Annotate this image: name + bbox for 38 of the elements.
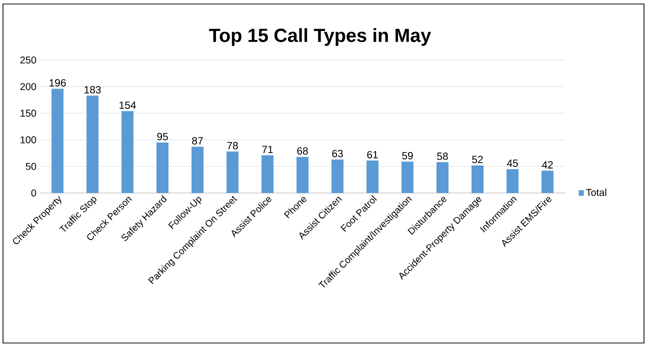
data-label: 87 [192, 137, 203, 145]
data-label: 61 [367, 150, 378, 158]
bar [86, 96, 99, 193]
bar [192, 146, 204, 193]
bar [332, 159, 344, 193]
data-label: 78 [227, 142, 238, 150]
bar [436, 162, 449, 193]
legend-label: Total [586, 188, 606, 196]
data-label: 196 [50, 79, 66, 87]
bar [542, 170, 554, 193]
bar [122, 111, 134, 193]
bar [156, 142, 169, 193]
bar [52, 88, 64, 193]
data-label: 154 [120, 102, 136, 109]
y-tick-label: 150 [20, 110, 36, 117]
bar [506, 169, 519, 193]
data-label: 58 [437, 152, 448, 160]
data-label: 59 [402, 152, 413, 160]
y-tick-label: 250 [20, 56, 36, 64]
y-tick-label: 0 [31, 189, 36, 197]
data-label: 95 [157, 132, 168, 140]
data-label: 183 [84, 86, 101, 94]
data-label: 42 [542, 161, 553, 168]
chart-title: Top 15 Call Types in May [209, 28, 432, 46]
bar [262, 155, 274, 193]
data-label: 52 [472, 156, 483, 164]
y-tick-label: 100 [20, 136, 36, 144]
data-label: 45 [506, 160, 518, 167]
data-label: 71 [262, 146, 273, 154]
bar [296, 156, 309, 193]
bar [472, 165, 484, 193]
y-tick-label: 50 [26, 162, 36, 170]
bar [226, 152, 239, 193]
y-tick-label: 200 [20, 83, 36, 90]
bar [366, 160, 379, 193]
data-label: 68 [297, 147, 308, 155]
data-label: 63 [332, 150, 343, 158]
bar [402, 162, 414, 193]
